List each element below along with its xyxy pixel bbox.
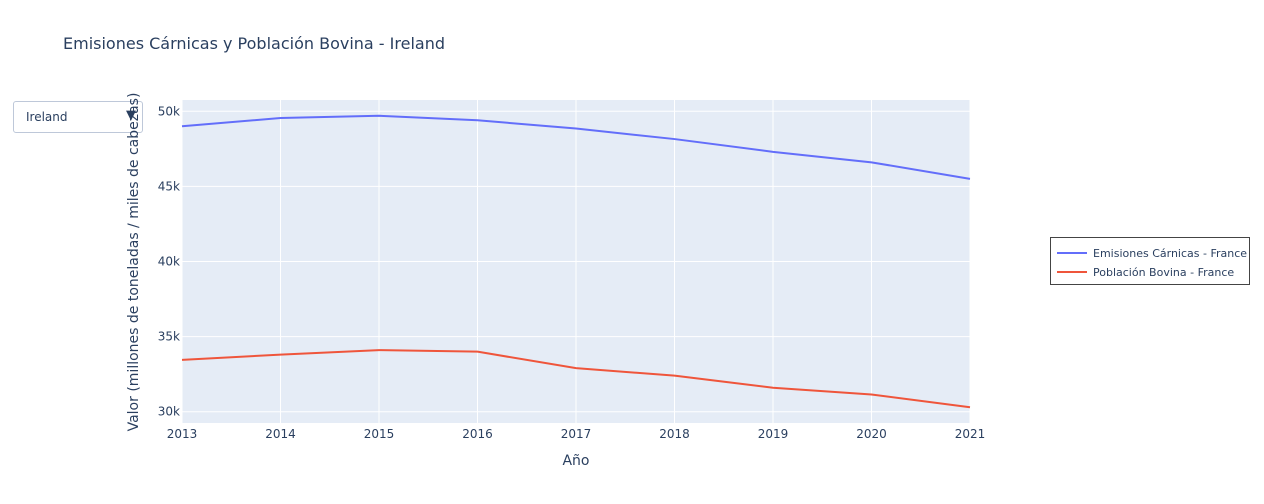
series-line-1[interactable] [181, 349, 971, 409]
y-tick-label: 40k [158, 255, 180, 269]
legend-item-emisiones[interactable]: Emisiones Cárnicas - France [1057, 245, 1247, 261]
x-tick-label: 2014 [265, 427, 296, 441]
x-tick-label: 2016 [462, 427, 493, 441]
y-tick-label: 35k [158, 330, 180, 344]
legend: Emisiones Cárnicas - France Población Bo… [1050, 237, 1250, 285]
x-tick-label: 2019 [758, 427, 789, 441]
x-tick-label: 2017 [561, 427, 592, 441]
legend-label-emisiones: Emisiones Cárnicas - France [1093, 246, 1248, 260]
chevron-down-icon: ▼ [126, 108, 136, 123]
x-tick-label: 2013 [167, 427, 198, 441]
legend-label-poblacion: Población Bovina - France [1093, 265, 1235, 279]
x-tick-label: 2015 [364, 427, 395, 441]
y-tick-label: 45k [158, 179, 180, 193]
dropdown-selected-value: Ireland [26, 110, 68, 124]
legend-item-poblacion[interactable]: Población Bovina - France [1057, 264, 1234, 280]
legend-swatch-emisiones [1057, 252, 1087, 254]
y-axis-label: Valor (millones de toneladas / miles de … [126, 93, 142, 432]
series-line-0[interactable] [181, 114, 971, 180]
x-tick-label: 2021 [955, 427, 986, 441]
x-tick-label: 2020 [856, 427, 887, 441]
x-axis-label: Año [562, 453, 589, 469]
legend-swatch-poblacion [1057, 271, 1087, 273]
country-dropdown[interactable]: Ireland ▼ [13, 101, 143, 133]
chart-title: Emisiones Cárnicas y Población Bovina - … [63, 34, 445, 53]
y-tick-label: 30k [158, 405, 180, 419]
x-tick-label: 2018 [659, 427, 690, 441]
y-tick-label: 50k [158, 104, 180, 118]
